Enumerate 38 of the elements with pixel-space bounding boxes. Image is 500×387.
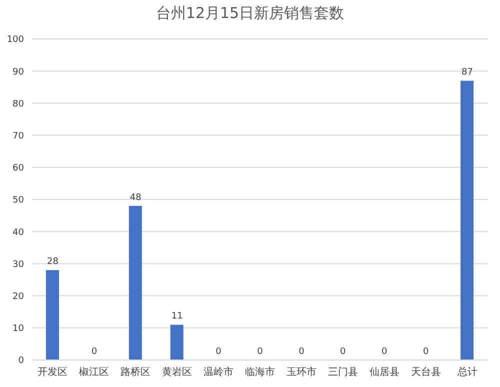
- y-tick-label: 30: [12, 260, 24, 270]
- bar: [460, 80, 474, 360]
- data-label: 0: [298, 347, 305, 357]
- y-tick-label: 0: [18, 356, 24, 366]
- x-tick-label: 仙居县: [369, 367, 400, 378]
- data-label: 11: [171, 312, 183, 322]
- data-label: 0: [381, 347, 388, 357]
- y-tick-label: 90: [12, 67, 24, 78]
- bar: [128, 206, 142, 360]
- bar: [46, 270, 59, 360]
- y-tick-label: 70: [12, 131, 24, 142]
- x-tick-label: 三门县: [328, 366, 358, 378]
- y-tick-label: 10: [12, 324, 24, 334]
- bar: [170, 324, 184, 360]
- x-tick-label: 临海市: [245, 366, 275, 378]
- y-tick-label: 50: [12, 196, 24, 206]
- data-label: 0: [340, 347, 346, 357]
- x-tick-label: 黄岩区: [162, 366, 192, 378]
- x-tick-label: 温岭市: [204, 366, 234, 378]
- y-tick-label: 40: [12, 228, 24, 238]
- x-tick-label: 路桥区: [120, 366, 151, 378]
- data-label: 48: [130, 192, 142, 203]
- x-tick-label: 椒江区: [79, 366, 110, 378]
- data-label: 0: [91, 347, 98, 357]
- data-label: 0: [257, 347, 264, 357]
- x-tick-label: 总计: [456, 366, 478, 378]
- chart-title: 台州12月15日新房销售套数: [154, 4, 346, 23]
- y-tick-label: 20: [12, 292, 24, 302]
- x-tick-label: 开发区: [38, 367, 68, 378]
- x-tick-label: 玉环市: [286, 366, 316, 378]
- data-label: 0: [216, 347, 222, 357]
- data-label: 0: [422, 347, 429, 357]
- y-tick-label: 80: [12, 99, 24, 110]
- data-label: 28: [47, 257, 59, 268]
- y-tick-label: 60: [12, 164, 24, 174]
- data-label: 87: [462, 68, 473, 78]
- y-tick-label: 100: [6, 35, 24, 46]
- x-tick-label: 天台县: [410, 366, 441, 378]
